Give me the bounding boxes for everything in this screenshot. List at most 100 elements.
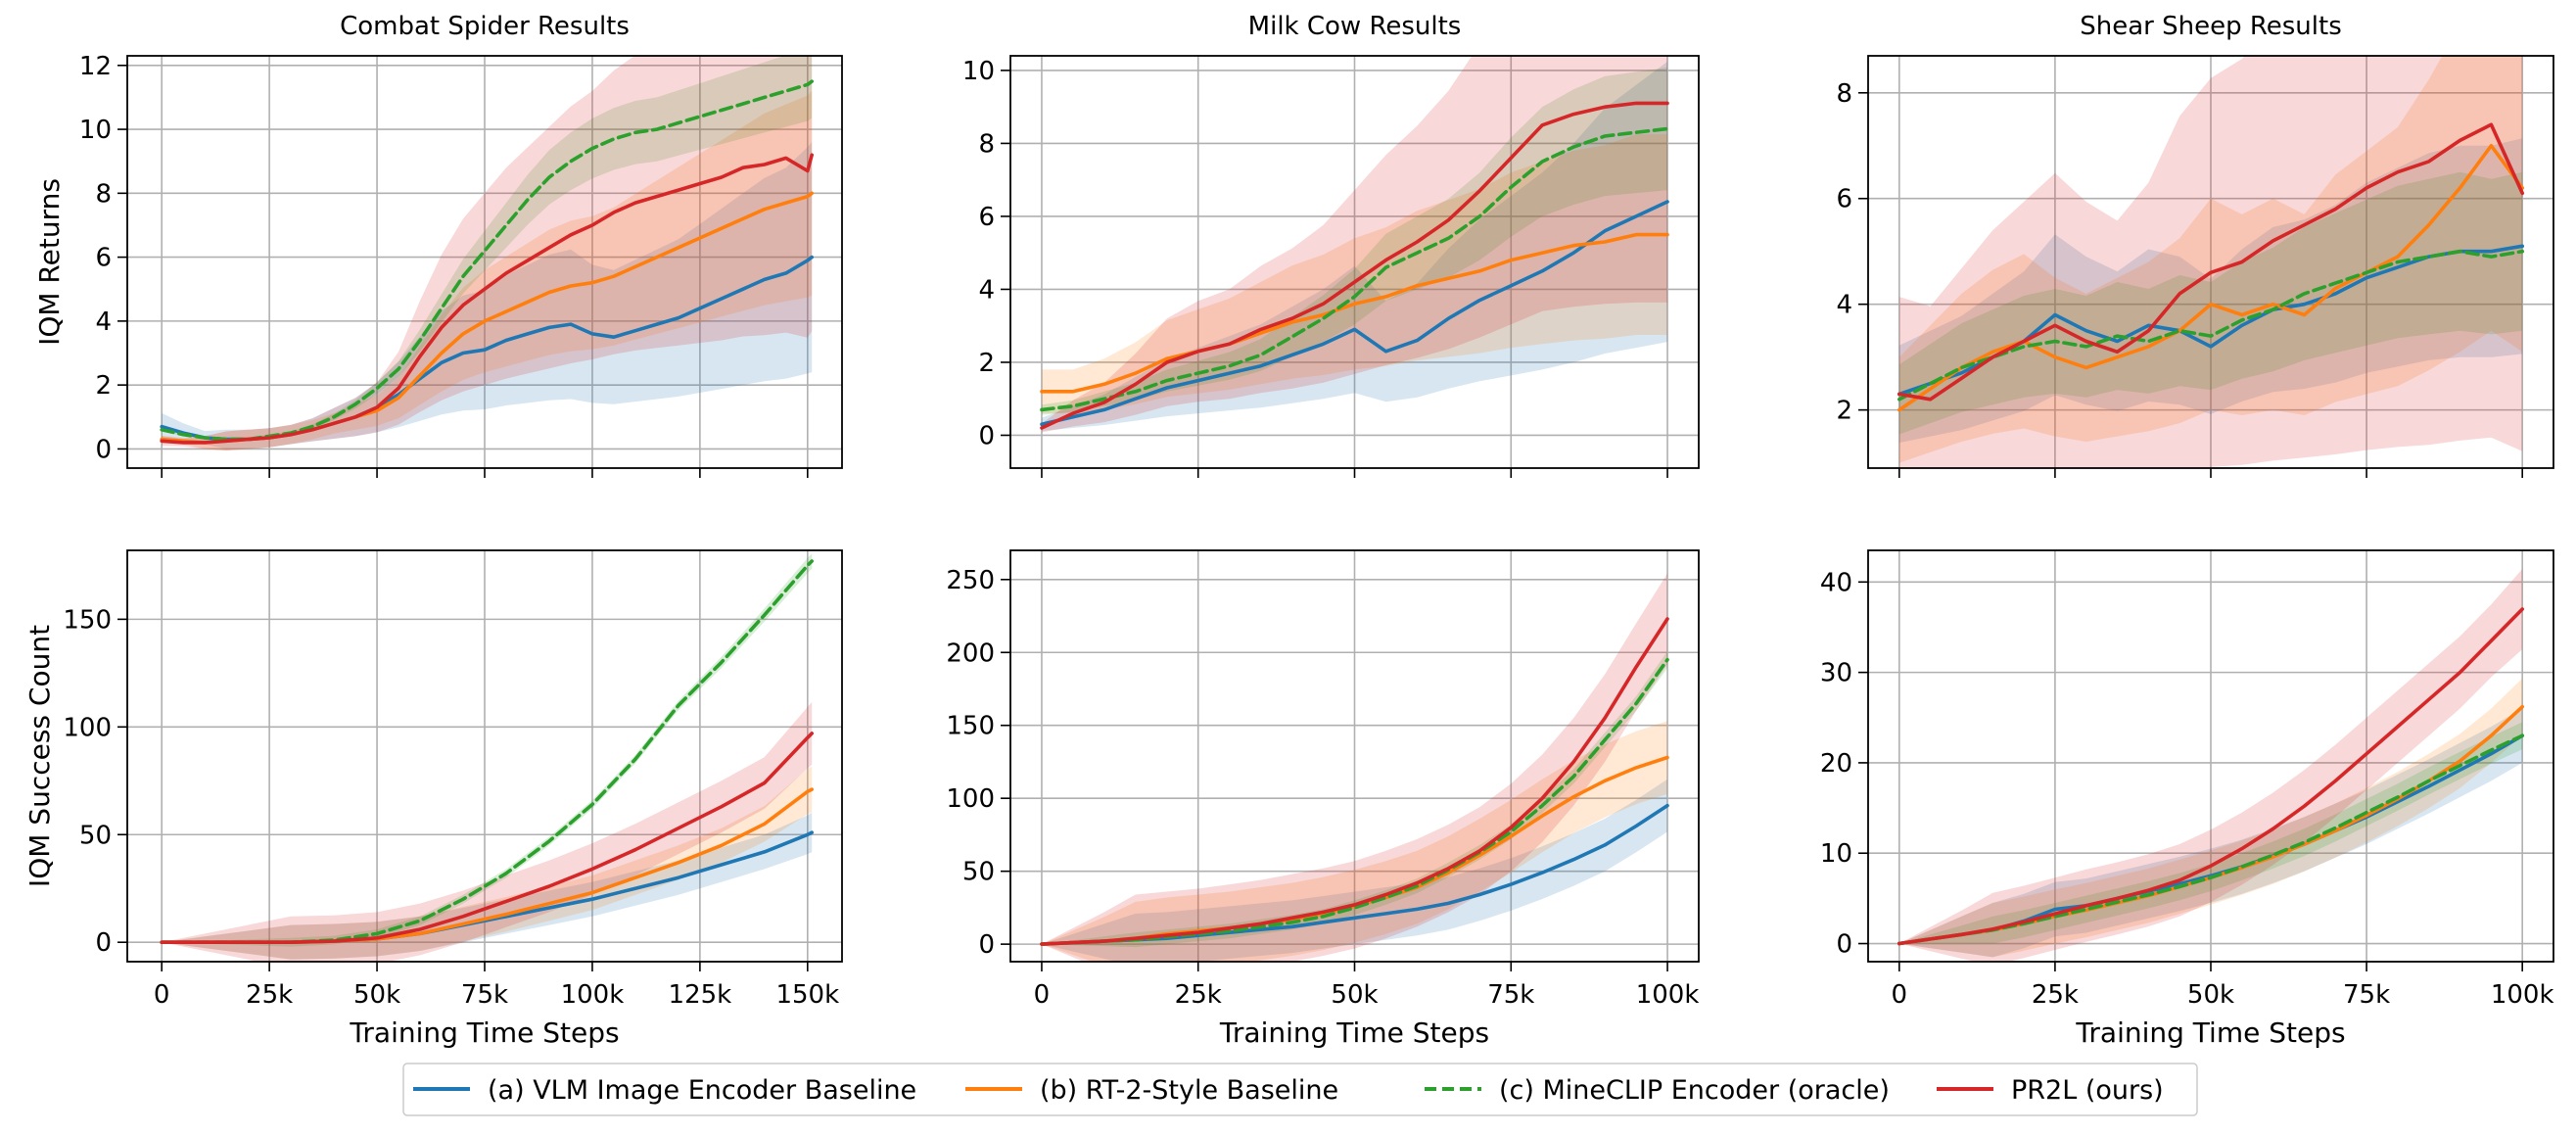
plot-area (1897, 569, 2524, 962)
y-tick-label: 4 (1836, 291, 1852, 320)
y-tick-label: 200 (946, 638, 995, 668)
confidence-band (1898, 569, 2523, 962)
y-tick-label: 6 (978, 203, 995, 232)
x-tick-label: 25k (2032, 980, 2079, 1010)
axes-frame (1867, 549, 2554, 963)
legend-entry: (c) MineCLIP Encoder (oracle) (1425, 1075, 1890, 1106)
y-tick-label: 20 (1820, 749, 1852, 779)
axes-frame (1009, 55, 1700, 469)
confidence-band (1042, 573, 1667, 962)
chart-panel: 0 25k 50k 75k 100k 0 10 20 30 40 Training Time Ste… (1820, 549, 2554, 1049)
confidence-band (1042, 134, 1667, 414)
plot-area (1040, 573, 1669, 962)
axes-frame (126, 549, 843, 963)
y-tick-label: 6 (1836, 185, 1852, 214)
y-tick-label: 250 (946, 566, 995, 595)
y-tick-label: 12 (79, 52, 112, 81)
panel-title: Shear Sheep Results (2080, 12, 2342, 41)
confidence-band (1898, 56, 2523, 463)
series-line (1040, 200, 1669, 427)
y-tick-label: 150 (946, 712, 995, 741)
series-line (1897, 144, 2524, 412)
x-tick-label: 50k (353, 980, 400, 1010)
confidence-band (1898, 56, 2523, 468)
legend-label: (b) RT-2-Style Baseline (1040, 1075, 1338, 1106)
panels: 0 2 4 6 8 10 12 Combat Spider Results IQM Return… (23, 12, 2554, 1049)
plot-area (1040, 56, 1669, 433)
y-tick-label: 8 (95, 179, 112, 209)
axes-frame (1867, 55, 2554, 469)
x-tick-label: 100k (561, 980, 625, 1010)
y-tick-label: 10 (1820, 839, 1852, 869)
x-axis-label: Training Time Steps (1219, 1017, 1489, 1049)
confidence-band (162, 812, 813, 960)
y-tick-label: 8 (1836, 79, 1852, 109)
x-axis-label: Training Time Steps (2075, 1017, 2345, 1049)
x-tick-label: 0 (1892, 980, 1908, 1010)
axes-frame (126, 55, 843, 469)
series-line (160, 732, 815, 945)
plot-area (160, 56, 815, 451)
axes-frame (1009, 549, 1700, 963)
y-tick-label: 4 (978, 275, 995, 305)
panel-title: Combat Spider Results (340, 12, 630, 41)
x-tick-label: 75k (1487, 980, 1534, 1010)
legend-entry: PR2L (ours) (1937, 1075, 2164, 1106)
x-tick-label: 25k (246, 980, 293, 1010)
y-tick-label: 30 (1820, 659, 1852, 688)
chart-panel: 0 2 4 6 8 10 Milk Cow Results (962, 12, 1700, 478)
legend: (a) VLM Image Encoder Baseline (b) RT-2-… (402, 1063, 2198, 1116)
y-tick-label: 2 (978, 349, 995, 378)
chart-panel: 0 2 4 6 8 10 12 Combat Spider Results IQM Return… (33, 12, 843, 478)
x-axis-label: Training Time Steps (349, 1017, 619, 1049)
legend-frame (402, 1063, 2198, 1116)
x-tick-label: 50k (2187, 980, 2234, 1010)
series-line (1040, 232, 1669, 394)
x-tick-label: 100k (2491, 980, 2554, 1010)
y-tick-label: 100 (63, 713, 112, 742)
x-tick-label: 100k (1636, 980, 1700, 1010)
y-tick-label: 0 (1836, 930, 1852, 960)
series-line (1040, 101, 1669, 430)
y-tick-label: 4 (95, 307, 112, 337)
series-line (1040, 617, 1669, 946)
confidence-band (1898, 138, 2523, 444)
series-line (1897, 607, 2524, 946)
y-tick-label: 2 (1836, 397, 1852, 426)
chart-panel: 0 25k 50k 75k 100k 0 50 100 150 200 250 Training Ti… (946, 549, 1700, 1049)
y-tick-label: 0 (978, 930, 995, 960)
confidence-band (1898, 678, 2523, 958)
x-tick-label: 0 (154, 980, 170, 1010)
y-axis-label: IQM Success Count (23, 625, 56, 887)
y-tick-label: 8 (978, 129, 995, 159)
y-axis-label: IQM Returns (33, 178, 66, 346)
plot-area (1897, 56, 2524, 468)
confidence-band (1042, 67, 1667, 415)
confidence-band (162, 56, 813, 451)
y-tick-label: 2 (95, 371, 112, 401)
x-tick-label: 75k (2343, 980, 2390, 1010)
x-tick-label: 75k (461, 980, 508, 1010)
y-tick-label: 50 (962, 858, 995, 887)
x-tick-label: 0 (1034, 980, 1051, 1010)
plot-area (160, 553, 815, 962)
y-tick-label: 150 (63, 605, 112, 635)
y-tick-label: 10 (79, 116, 112, 145)
legend-label: (c) MineCLIP Encoder (oracle) (1499, 1075, 1890, 1106)
series-line (1897, 122, 2524, 402)
chart-panel: 2 4 6 8 Shear Sheep Results (1836, 12, 2554, 478)
y-tick-label: 0 (95, 435, 112, 464)
y-tick-label: 40 (1820, 568, 1852, 597)
y-tick-label: 6 (95, 244, 112, 273)
panel-title: Milk Cow Results (1248, 12, 1462, 41)
legend-entry: (a) VLM Image Encoder Baseline (413, 1075, 916, 1106)
x-tick-label: 50k (1331, 980, 1378, 1010)
confidence-band (1042, 779, 1667, 962)
series-line (1040, 126, 1669, 412)
confidence-band (1042, 56, 1667, 433)
y-tick-label: 50 (79, 821, 112, 850)
confidence-band (162, 142, 813, 449)
y-tick-label: 10 (962, 57, 995, 86)
